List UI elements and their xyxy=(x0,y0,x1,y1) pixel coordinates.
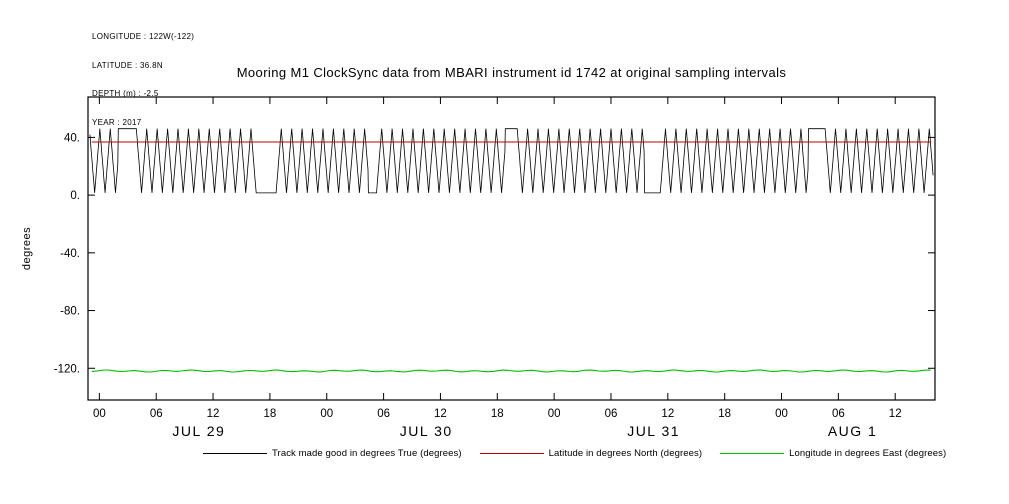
series-line-0 xyxy=(89,128,934,194)
y-tick-label: -40. xyxy=(60,248,80,260)
x-tick-label: 00 xyxy=(548,408,561,420)
info-latitude: LATITUDE : 36.8N xyxy=(92,60,163,70)
legend-label: Track made good in degrees True (degrees… xyxy=(272,448,462,459)
x-tick-label: 06 xyxy=(377,408,390,420)
y-tick-label: -120. xyxy=(54,363,80,375)
legend-line-sample xyxy=(203,453,267,454)
station-info: LONGITUDE : 122W(-122) LATITUDE : 36.8N … xyxy=(92,13,194,146)
x-tick-label: 18 xyxy=(718,408,731,420)
x-tick-label: 18 xyxy=(491,408,504,420)
x-tick-label: 06 xyxy=(150,408,163,420)
x-tick-label: 12 xyxy=(889,408,902,420)
info-depth: DEPTH (m) : -2.5 xyxy=(92,89,159,98)
x-tick-label: 12 xyxy=(207,408,220,420)
x-day-label: AUG 1 xyxy=(828,423,878,439)
y-tick-label: -80. xyxy=(60,306,80,318)
legend-item: Longitude in degrees East (degrees) xyxy=(720,448,946,459)
chart-title: Mooring M1 ClockSync data from MBARI ins… xyxy=(236,65,787,80)
x-tick-label: 12 xyxy=(434,408,447,420)
legend-item: Latitude in degrees North (degrees) xyxy=(479,448,703,459)
x-tick-label: 18 xyxy=(264,408,277,420)
x-tick-label: 00 xyxy=(93,408,106,420)
y-tick-label: 0. xyxy=(70,190,80,202)
x-tick-label: 06 xyxy=(605,408,618,420)
x-tick-label: 06 xyxy=(832,408,845,420)
plot-frame xyxy=(87,96,936,401)
info-longitude: LONGITUDE : 122W(-122) xyxy=(92,32,195,41)
y-axis-label: degrees xyxy=(21,227,33,270)
legend-line-sample xyxy=(720,453,785,454)
legend-line-sample xyxy=(479,453,544,454)
y-tick-label: 40. xyxy=(64,132,80,144)
x-tick-label: 12 xyxy=(661,408,674,420)
x-tick-label: 00 xyxy=(320,408,333,420)
legend: Track made good in degrees True (degrees… xyxy=(203,448,946,459)
info-year: YEAR : 2017 xyxy=(92,117,142,127)
x-day-label: JUL 31 xyxy=(627,423,680,439)
legend-item: Track made good in degrees True (degrees… xyxy=(203,448,462,459)
series-line-2 xyxy=(91,369,931,373)
x-day-label: JUL 30 xyxy=(400,423,453,439)
legend-label: Latitude in degrees North (degrees) xyxy=(548,448,703,459)
x-day-label: JUL 29 xyxy=(172,423,225,439)
legend-label: Longitude in degrees East (degrees) xyxy=(789,448,947,459)
x-tick-label: 00 xyxy=(775,408,788,420)
